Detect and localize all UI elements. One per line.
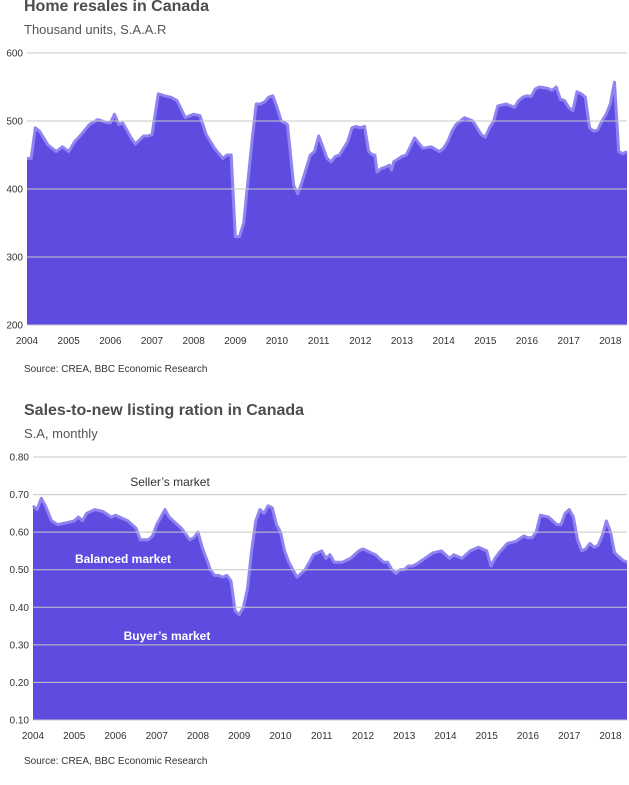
y-tick-label: 0.40	[10, 603, 30, 614]
y-tick-label: 0.70	[10, 490, 30, 501]
y-tick-label: 300	[6, 253, 23, 264]
x-tick-label: 2014	[434, 731, 457, 742]
x-tick-label: 2008	[187, 731, 210, 742]
y-tick-label: 0.50	[10, 565, 30, 576]
x-tick-label: 2006	[104, 731, 127, 742]
x-tick-label: 2011	[308, 336, 330, 347]
y-tick-label: 0.80	[10, 453, 30, 464]
zone-annotation: Buyer’s market	[124, 629, 211, 643]
zone-annotation: Seller’s market	[130, 475, 210, 489]
chart-source: Source: CREA, BBC Economic Research	[24, 756, 208, 767]
x-tick-label: 2011	[311, 731, 333, 742]
home-resales-chart: 200 300 400 500 600 2004 2005 2006 2007 2008 2009 2…	[6, 49, 628, 347]
x-tick-label: 2004	[16, 336, 39, 347]
x-tick-label: 2016	[516, 336, 539, 347]
x-tick-label: 2013	[393, 731, 416, 742]
x-tick-label: 2017	[558, 336, 581, 347]
x-tick-label: 2014	[433, 336, 456, 347]
y-tick-label: 0.30	[10, 640, 30, 651]
chart-title: Sales-to-new listing ration in Canada	[24, 402, 305, 419]
y-tick-label: 400	[6, 185, 23, 196]
y-tick-label: 0.20	[10, 678, 30, 689]
x-tick-label: 2015	[474, 336, 497, 347]
y-tick-label: 600	[6, 49, 23, 60]
chart-subtitle: Thousand units, S.A.A.R	[24, 22, 167, 37]
x-tick-label: 2007	[141, 336, 164, 347]
chart-subtitle: S.A, monthly	[24, 426, 98, 441]
series-line	[27, 80, 628, 239]
series-line	[31, 496, 628, 617]
x-tick-label: 2018	[599, 731, 622, 742]
x-tick-label: 2016	[517, 731, 540, 742]
sales-to-new-listing-chart: 0.10 0.20 0.30 0.40 0.50 0.60 0.70 0.80 2004 2005…	[10, 453, 628, 742]
y-tick-label: 0.10	[10, 716, 30, 727]
chart-title: Home resales in Canada	[24, 0, 209, 15]
y-tick-label: 500	[6, 117, 23, 128]
chart-source: Source: CREA, BBC Economic Research	[24, 364, 208, 375]
x-tick-label: 2012	[352, 731, 375, 742]
x-tick-label: 2005	[58, 336, 81, 347]
x-tick-label: 2013	[391, 336, 414, 347]
x-tick-label: 2005	[63, 731, 86, 742]
series-area	[33, 498, 627, 720]
x-tick-label: 2010	[266, 336, 289, 347]
x-tick-label: 2006	[99, 336, 122, 347]
x-tick-label: 2012	[349, 336, 372, 347]
x-tick-label: 2008	[183, 336, 206, 347]
y-tick-label: 0.60	[10, 528, 30, 539]
zone-annotation: Balanced market	[75, 552, 171, 566]
x-tick-label: 2004	[22, 731, 45, 742]
x-tick-label: 2018	[599, 336, 622, 347]
y-tick-label: 200	[6, 321, 23, 332]
x-tick-label: 2009	[228, 731, 251, 742]
x-tick-label: 2007	[146, 731, 169, 742]
x-tick-label: 2015	[476, 731, 499, 742]
x-tick-label: 2009	[224, 336, 247, 347]
x-tick-label: 2017	[558, 731, 581, 742]
x-tick-label: 2010	[269, 731, 292, 742]
series-area	[27, 82, 627, 325]
